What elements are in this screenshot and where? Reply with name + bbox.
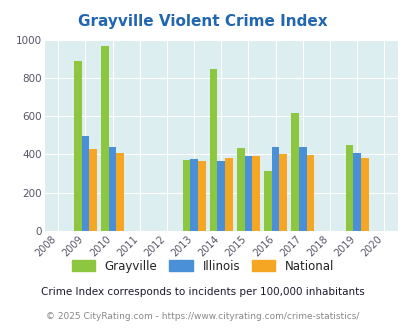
Bar xyxy=(244,156,252,231)
Bar xyxy=(264,171,271,231)
Bar xyxy=(352,153,360,231)
Bar xyxy=(224,158,232,231)
Bar xyxy=(209,69,217,231)
Text: © 2025 CityRating.com - https://www.cityrating.com/crime-statistics/: © 2025 CityRating.com - https://www.city… xyxy=(46,312,359,321)
Text: Crime Index corresponds to incidents per 100,000 inhabitants: Crime Index corresponds to incidents per… xyxy=(41,287,364,297)
Bar xyxy=(116,153,124,231)
Bar xyxy=(81,136,89,231)
Bar xyxy=(252,156,259,231)
Bar xyxy=(109,147,116,231)
Bar xyxy=(197,161,205,231)
Bar xyxy=(345,145,352,231)
Bar xyxy=(279,154,286,231)
Bar xyxy=(306,155,313,231)
Bar xyxy=(89,149,96,231)
Bar xyxy=(298,147,306,231)
Bar xyxy=(271,147,279,231)
Text: Grayville Violent Crime Index: Grayville Violent Crime Index xyxy=(78,14,327,29)
Bar xyxy=(237,148,244,231)
Legend: Grayville, Illinois, National: Grayville, Illinois, National xyxy=(67,255,338,278)
Bar xyxy=(190,159,197,231)
Bar xyxy=(291,113,298,231)
Bar xyxy=(74,61,81,231)
Bar xyxy=(101,46,109,231)
Bar xyxy=(217,161,224,231)
Bar xyxy=(360,158,368,231)
Bar xyxy=(182,160,190,231)
